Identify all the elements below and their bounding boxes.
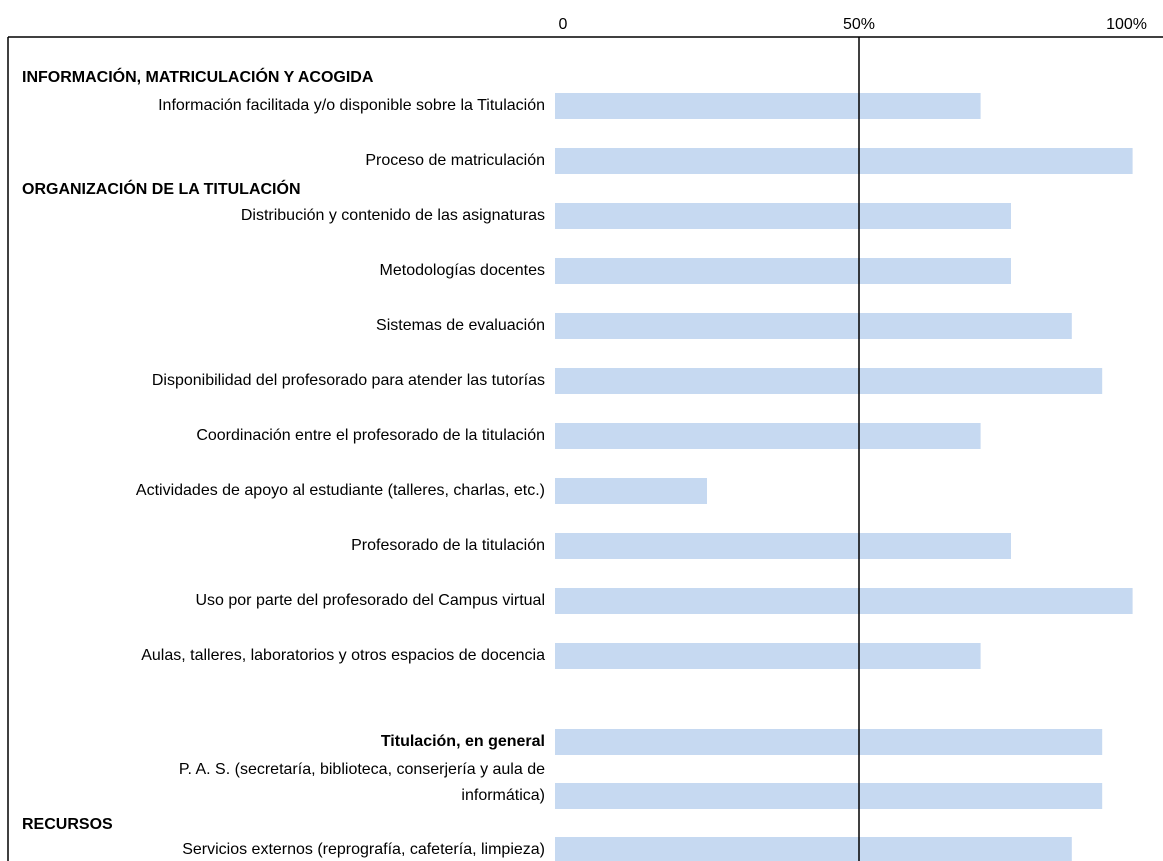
bar [555, 837, 1072, 861]
bar [555, 588, 1133, 614]
category-label: Coordinación entre el profesorado de la … [196, 427, 545, 444]
category-label: Aulas, talleres, laboratorios y otros es… [141, 647, 545, 664]
category-label: Uso por parte del profesorado del Campus… [195, 592, 545, 609]
bar [555, 148, 1133, 174]
x-tick-label: 50% [843, 16, 875, 33]
bar [555, 643, 981, 669]
section-header: INFORMACIÓN, MATRICULACIÓN Y ACOGIDA [22, 67, 374, 86]
bar [555, 93, 981, 119]
category-label: Titulación, en general [381, 733, 545, 750]
bar [555, 368, 1103, 394]
category-label: Metodologías docentes [380, 262, 545, 279]
category-label: Distribución y contenido de las asignatu… [241, 207, 545, 224]
bar [555, 729, 1103, 755]
bar [555, 203, 1011, 229]
bar [555, 423, 981, 449]
category-label: Disponibilidad del profesorado para aten… [152, 372, 545, 389]
bar [555, 533, 1011, 559]
bar [555, 783, 1103, 809]
category-label: P. A. S. (secretaría, biblioteca, conser… [179, 761, 545, 804]
category-label: Actividades de apoyo al estudiante (tall… [136, 482, 545, 499]
x-tick-label: 0 [559, 16, 568, 33]
category-label: Proceso de matriculación [365, 152, 545, 169]
category-label: Profesorado de la titulación [351, 537, 545, 554]
category-label: Sistemas de evaluación [376, 317, 545, 334]
category-label: Servicios externos (reprografía, cafeter… [182, 841, 545, 858]
section-header: ORGANIZACIÓN DE LA TITULACIÓN [22, 179, 301, 198]
bar [555, 313, 1072, 339]
category-label: Información facilitada y/o disponible so… [158, 97, 545, 114]
x-tick-label: 100% [1106, 16, 1147, 33]
section-header: RECURSOS [22, 816, 113, 833]
bar [555, 478, 707, 504]
bar [555, 258, 1011, 284]
